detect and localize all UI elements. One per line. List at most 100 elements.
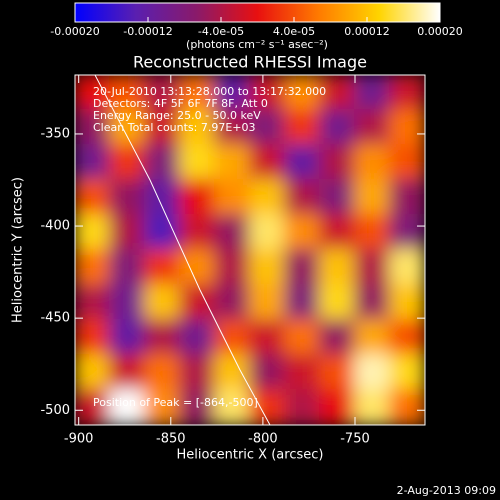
image-cells [75, 75, 425, 425]
y-axis-label: Heliocentric Y (arcsec) [11, 177, 26, 323]
annotation: Detectors: 4F 5F 6F 7F 8F, Att 0 [93, 97, 268, 110]
x-tick-label: -850 [156, 432, 186, 447]
image-cell [75, 75, 111, 111]
image-cell [214, 109, 251, 146]
image-cell [144, 354, 181, 391]
image-cell [214, 144, 251, 181]
image-cell [284, 144, 321, 181]
image-cell [319, 389, 356, 425]
image-cell [389, 109, 425, 146]
image-cell [75, 389, 111, 425]
colorbar-tick-label: -4.0e-05 [198, 25, 244, 38]
image-cell [144, 249, 181, 286]
image-cell [75, 249, 111, 286]
plot-frame [74, 74, 426, 426]
image-cell [109, 389, 146, 425]
image-cell [179, 109, 216, 146]
image-cell [284, 354, 321, 391]
image-cell [389, 284, 425, 321]
image-cell [109, 75, 146, 111]
x-axis-label: Heliocentric X (arcsec) [177, 448, 324, 463]
image-cell [179, 214, 216, 251]
image-cell [179, 389, 216, 425]
image-cell [249, 354, 286, 391]
image-cell [319, 75, 356, 111]
image-cell [354, 179, 391, 216]
image-cell [249, 75, 286, 111]
image-cell [109, 109, 146, 146]
image-cell [179, 319, 216, 356]
annotation: Clean Total counts: 7.97E+03 [93, 121, 256, 134]
y-tick-label: -500 [40, 403, 70, 418]
colorbar-tick-label: -0.00020 [50, 25, 99, 38]
image-cell [354, 109, 391, 146]
colorbar-label: (photons cm⁻² s⁻¹ asec⁻²) [186, 38, 328, 51]
image-cell [179, 75, 216, 111]
image-cell [179, 354, 216, 391]
y-tick-label: -450 [40, 311, 70, 326]
image-cell [354, 389, 391, 425]
image-cell [144, 179, 181, 216]
image-cell [144, 109, 181, 146]
x-tick-label: -800 [248, 432, 278, 447]
peak-label: Position of Peak = [-864,-500] [93, 396, 258, 409]
image-cell [284, 249, 321, 286]
colorbar-tick-label: -0.00012 [123, 25, 172, 38]
limb-line [94, 75, 271, 425]
annotation: Energy Range: 25.0 - 50.0 keV [93, 109, 261, 122]
image-cell [214, 354, 251, 391]
image-cell [249, 144, 286, 181]
image-cell [214, 179, 251, 216]
image-cell [389, 144, 425, 181]
image-cell [389, 249, 425, 286]
image-cell [354, 284, 391, 321]
image-cell [179, 249, 216, 286]
y-tick-label: -350 [40, 126, 70, 141]
image-cell [389, 179, 425, 216]
image-cell [389, 389, 425, 425]
footer-date: 2-Aug-2013 09:09 [397, 484, 496, 497]
image-cell [354, 354, 391, 391]
image-cell [214, 284, 251, 321]
image-cell [109, 144, 146, 181]
image-cell [389, 214, 425, 251]
image-cell [109, 214, 146, 251]
image-cell [179, 284, 216, 321]
image-cell [144, 389, 181, 425]
image-cell [75, 319, 111, 356]
image-cell [214, 75, 251, 111]
image-cell [109, 179, 146, 216]
image-cell [75, 214, 111, 251]
image-cell [249, 389, 286, 425]
image-cell [75, 354, 111, 391]
image-cell [144, 284, 181, 321]
image-cell [214, 389, 251, 425]
colorbar-tick-label: 0.00020 [417, 25, 463, 38]
image-cell [284, 214, 321, 251]
image-cell [249, 249, 286, 286]
image-cell [75, 284, 111, 321]
image-cell [284, 179, 321, 216]
image-cell [319, 319, 356, 356]
image-cell [109, 249, 146, 286]
image-cell [249, 284, 286, 321]
image-cell [109, 354, 146, 391]
image-cell [284, 75, 321, 111]
overlay: 20-Jul-2010 13:13:28.000 to 13:17:32.000… [74, 74, 426, 426]
colorbar-tick-label: 0.00012 [344, 25, 390, 38]
annotation: 20-Jul-2010 13:13:28.000 to 13:17:32.000 [93, 85, 326, 98]
image-cell [75, 179, 111, 216]
image-cell [319, 284, 356, 321]
image-cell [319, 179, 356, 216]
image-cell [144, 214, 181, 251]
image-cell [144, 75, 181, 111]
image-cell [109, 319, 146, 356]
x-tick-label: -900 [64, 432, 94, 447]
image-cell [389, 319, 425, 356]
image-cell [75, 144, 111, 181]
image-cell [354, 319, 391, 356]
image-cell [284, 109, 321, 146]
image-cell [319, 354, 356, 391]
image-cell [249, 319, 286, 356]
